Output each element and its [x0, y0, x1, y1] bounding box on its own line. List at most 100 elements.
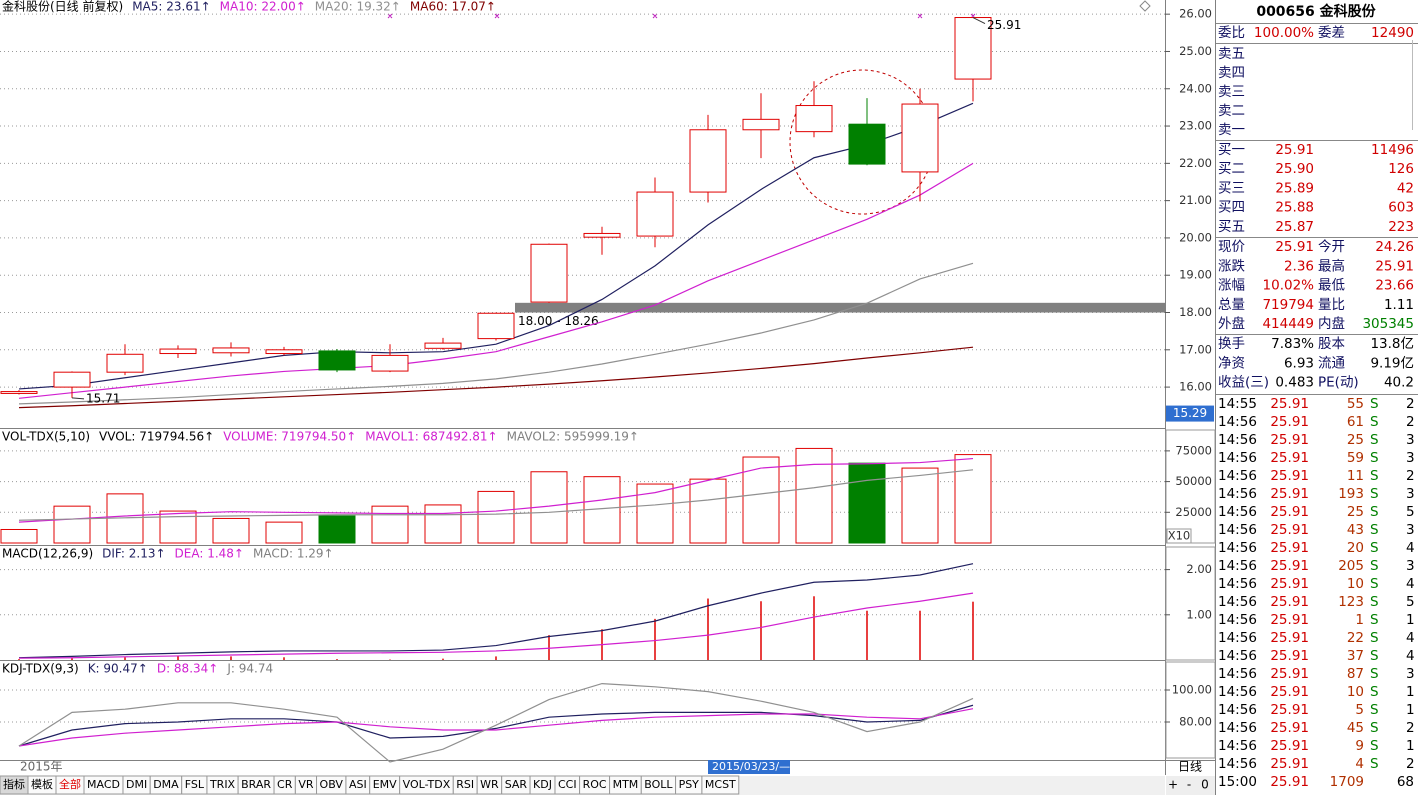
zoom-button[interactable]: 0 [1201, 778, 1209, 792]
quote-cell: 25.88 [1275, 200, 1314, 216]
trade-time: 14:56 [1218, 738, 1257, 754]
indicator-label: MAVOL1: 687492.81↑ [365, 430, 497, 444]
tab-label[interactable]: CR [277, 778, 293, 791]
quote-cell: 100.00% [1254, 25, 1314, 41]
tab-label[interactable]: BRAR [241, 778, 271, 791]
candle-body [53, 371, 91, 388]
quote-cell: 9.19亿 [1370, 355, 1414, 371]
tab-label[interactable]: DMI [126, 778, 147, 791]
tab-label[interactable]: 全部 [59, 777, 81, 791]
trade-side: S [1370, 450, 1379, 466]
tab-label[interactable]: 模板 [31, 777, 53, 791]
cursor-label: 15.29 [1173, 406, 1207, 420]
candle-body [795, 105, 833, 133]
tab-label[interactable]: RSI [456, 778, 474, 791]
quote-cell: 414449 [1262, 316, 1314, 332]
quote-cell: 卖三 [1218, 84, 1245, 100]
indicator-label: MAVOL2: 595999.19↑ [507, 430, 639, 444]
tab-label[interactable]: ASI [349, 778, 367, 791]
indicator-line [18, 704, 974, 747]
trade-volume: 55 [1347, 396, 1364, 412]
gap-band [515, 302, 1165, 313]
trade-time: 14:56 [1218, 450, 1257, 466]
zoom-button[interactable]: - [1187, 778, 1191, 792]
trade-price: 25.91 [1270, 612, 1309, 628]
y-tick-label: 21.00 [1179, 193, 1212, 207]
indicator-label: MACD: 1.29↑ [253, 547, 334, 561]
tab[interactable] [701, 775, 740, 795]
volume-bar [265, 521, 303, 544]
quote-cell: 25.89 [1275, 180, 1314, 196]
indicator-line [18, 469, 974, 521]
tab-label[interactable]: TRIX [209, 778, 236, 791]
expand-icon[interactable] [1139, 0, 1151, 12]
trade-side: S [1370, 576, 1379, 592]
tab-label[interactable]: PSY [679, 778, 700, 791]
quote-cell: 委差 [1318, 25, 1345, 41]
trade-price: 25.91 [1270, 702, 1309, 718]
zoom-button[interactable]: + [1168, 778, 1178, 792]
y-tick-label: 18.00 [1179, 305, 1212, 319]
tab-label[interactable]: ROC [583, 778, 607, 791]
tab-label[interactable]: MACD [87, 778, 120, 791]
tab-label[interactable]: MTM [613, 778, 639, 791]
volume-bar [742, 456, 780, 544]
trade-volume: 123 [1338, 594, 1364, 610]
quote-title: 000656 金科股份 [1256, 3, 1376, 20]
quote-cell: 24.26 [1375, 239, 1414, 255]
quote-cell: 卖四 [1218, 65, 1245, 81]
tab-label[interactable]: BOLL [644, 778, 673, 791]
candle-body [371, 354, 409, 372]
trade-side: S [1370, 558, 1379, 574]
tab-label[interactable]: VR [298, 778, 314, 791]
quote-separators [1216, 23, 1418, 395]
quote-cell: 买五 [1218, 219, 1245, 235]
candle-body [742, 118, 780, 131]
pointer [71, 397, 85, 400]
quote-cell: 2.36 [1284, 258, 1314, 274]
tab-label[interactable]: WR [480, 778, 499, 791]
tab-label[interactable]: 指标 [3, 777, 25, 791]
quote-cell: 126 [1388, 161, 1414, 177]
quote-cell: 11496 [1371, 142, 1414, 158]
trade-volume: 1709 [1330, 774, 1364, 790]
trade-side: S [1370, 684, 1379, 700]
indicator-line [18, 162, 974, 399]
tab-label[interactable]: VOL-TDX [403, 778, 451, 791]
trade-volume: 9 [1355, 738, 1364, 754]
quote-cell: 25.91 [1275, 239, 1314, 255]
trade-time: 14:56 [1218, 486, 1257, 502]
trade-price: 25.91 [1270, 756, 1309, 772]
trade-count: 4 [1406, 648, 1415, 664]
axis-start: 2015年 [20, 760, 63, 774]
candle-body [424, 342, 462, 349]
trade-time: 14:56 [1218, 630, 1257, 646]
tab-label[interactable]: EMV [373, 778, 397, 791]
tab-label[interactable]: MCST [705, 778, 736, 791]
trade-count: 1 [1406, 612, 1415, 628]
signal-markers [387, 13, 976, 19]
tab-bar: 指标 模板 全部 MACD DMI DMA FSL TRIX BRAR CR VR OBV ASI EMV… [0, 775, 1165, 795]
tab-label[interactable]: DMA [153, 778, 179, 791]
y-tick-label: 80.00 [1179, 715, 1212, 729]
tab-label[interactable]: KDJ [533, 778, 552, 791]
quote-cell: 股本 [1318, 336, 1346, 352]
trade-price: 25.91 [1270, 594, 1309, 610]
tab-label[interactable]: CCI [558, 778, 577, 791]
tab-label[interactable]: OBV [320, 778, 344, 791]
quote-cell: 最低 [1318, 278, 1346, 294]
tab-label[interactable]: FSL [185, 778, 205, 791]
trade-price: 25.91 [1270, 666, 1309, 682]
trade-count: 2 [1406, 468, 1415, 484]
indicator-label: VOLUME: 719794.50↑ [223, 430, 356, 444]
trade-side: S [1370, 702, 1379, 718]
trade-time: 14:56 [1218, 414, 1257, 430]
axis-box [1165, 546, 1216, 661]
cursor-date-box [708, 760, 790, 774]
quote-cell: 10.02% [1263, 278, 1315, 294]
volume-bar [424, 504, 462, 544]
tab-label[interactable]: SAR [505, 778, 528, 791]
quote-cell: 0.483 [1275, 375, 1314, 391]
quote-cell: 买三 [1218, 180, 1245, 196]
